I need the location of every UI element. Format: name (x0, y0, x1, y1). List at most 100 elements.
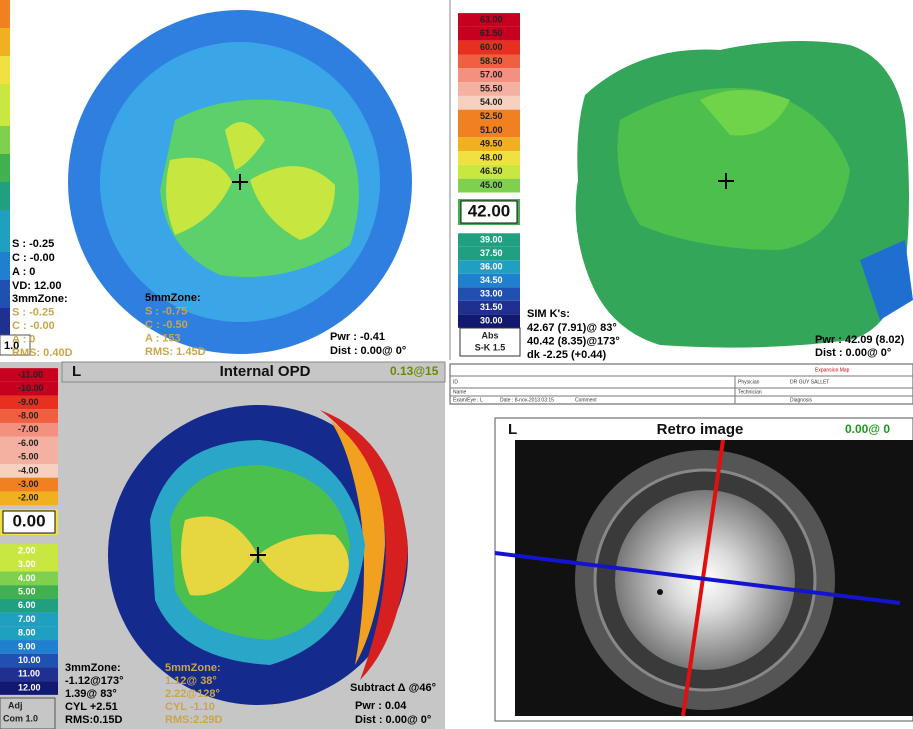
color-band (0, 557, 58, 572)
color-band (0, 436, 58, 451)
zone-title: 3mmZone: (65, 662, 121, 674)
color-band (458, 314, 520, 328)
readout: A : 0 (12, 266, 35, 278)
scale-label: 2.00 (18, 545, 36, 555)
scale-label: 57.00 (480, 70, 503, 80)
readout: S : -0.75 (145, 305, 187, 317)
header-value: 0.00@ 0 (845, 422, 890, 436)
readout: C : -0.00 (12, 320, 55, 332)
color-band (458, 40, 520, 55)
color-band (0, 224, 10, 238)
color-band (0, 626, 58, 641)
color-band (458, 164, 520, 179)
color-band (0, 112, 10, 126)
color-band (458, 151, 520, 165)
color-band (458, 54, 520, 69)
scale-box (459, 327, 521, 357)
readout: 1.12@ 38° (165, 675, 217, 687)
readout: A : 0 (12, 333, 35, 345)
scale-label: 49.50 (480, 139, 503, 149)
scale-label: 51.00 (480, 125, 503, 135)
scale-label: 52.50 (480, 111, 503, 121)
scale-label: 8.00 (18, 628, 36, 638)
color-band (0, 294, 10, 308)
color-band (0, 450, 58, 465)
scale-step: S-K 1.5 (475, 342, 506, 352)
field: ID (453, 379, 458, 385)
color-band (0, 140, 10, 154)
distance: Dist : 0.00@ 0° (815, 347, 891, 359)
readout: 2.22@128° (165, 688, 220, 700)
corneal-map-panel: 1.0 S : -0.25C : -0.00A : 0VD: 12.003mmZ… (0, 0, 445, 360)
scale-center: 0.00 (12, 511, 45, 530)
scale-label: 58.50 (480, 56, 503, 66)
field: Comment (575, 397, 597, 403)
map-zone (166, 157, 232, 235)
retro-panel: Expansion Map ID Name Exam/Eye : L Date … (447, 362, 913, 729)
color-band (0, 308, 10, 322)
scale-label: 9.00 (18, 641, 36, 651)
readout: 42.67 (7.91)@ 83° (527, 322, 617, 334)
scale-label: 5.00 (18, 586, 36, 596)
color-band (0, 477, 58, 492)
color-band (0, 280, 10, 294)
internal-opd-panel: L Internal OPD 0.13@15 -11.00 -10.00 -9.00… (0, 361, 446, 729)
map-edge (860, 240, 913, 320)
scale-label: 7.00 (18, 614, 36, 624)
color-band (0, 422, 58, 437)
field: Date : 8-nov-2013 03:15 (500, 397, 554, 403)
color-band (0, 368, 58, 382)
scale-label: -8.00 (18, 410, 39, 420)
color-band (0, 381, 58, 396)
center-box (2, 510, 56, 534)
scale-label: 4.00 (18, 573, 36, 583)
scale-label: -6.00 (18, 438, 39, 448)
scale-label: 6.00 (18, 600, 36, 610)
readout: VD: 12.00 (12, 280, 62, 292)
scale-label: 45.00 (480, 180, 503, 190)
map-zone (700, 90, 790, 136)
map-zone (320, 410, 408, 680)
scale-label: 1.0 (4, 340, 19, 352)
readout: S : -0.25 (12, 306, 54, 318)
scale-label: 3.00 (18, 559, 36, 569)
scale-label: 34.50 (480, 275, 503, 285)
field: Name (453, 389, 467, 395)
scale-label: 54.00 (480, 97, 503, 107)
color-bar (0, 0, 10, 336)
scale-label: -7.00 (18, 424, 39, 434)
field: Exam/Eye : L (453, 397, 483, 403)
field: Physician (738, 379, 760, 385)
scale-label: -2.00 (18, 493, 39, 503)
scale-label: -5.00 (18, 452, 39, 462)
sim-k: SIM K's: 42.67 (7.91)@ 83°40.42 (8.35)@17… (527, 308, 620, 361)
color-band (0, 491, 58, 506)
color-band (458, 109, 520, 124)
color-band (458, 123, 520, 138)
scale-step: Com 1.0 (3, 713, 38, 723)
field: DR GUY SALLET (790, 379, 829, 385)
color-band (0, 252, 10, 266)
scale-mode: Adj (8, 700, 23, 710)
color-band (0, 266, 10, 280)
header-value: 0.13@15 (390, 364, 439, 378)
field: Diagnosis (790, 397, 812, 403)
color-band (0, 667, 58, 682)
readout: RMS:2.29D (165, 714, 223, 726)
color-band (458, 287, 520, 301)
color-band (0, 70, 10, 84)
scale-label: -11.00 (18, 369, 43, 379)
sim-k-title: SIM K's: (527, 308, 570, 320)
zone-title: 5mmZone: (145, 292, 201, 304)
report-header (449, 363, 913, 405)
scale-label: 60.00 (480, 42, 503, 52)
color-band (458, 26, 520, 41)
color-band (458, 246, 520, 261)
color-band (0, 585, 58, 599)
color-band (458, 260, 520, 274)
report-type: Expansion Map (815, 367, 850, 373)
readout: S : -0.25 (12, 238, 54, 250)
scale-label: 46.50 (480, 166, 503, 176)
scale-label: 48.00 (480, 152, 503, 162)
color-band (0, 42, 10, 56)
